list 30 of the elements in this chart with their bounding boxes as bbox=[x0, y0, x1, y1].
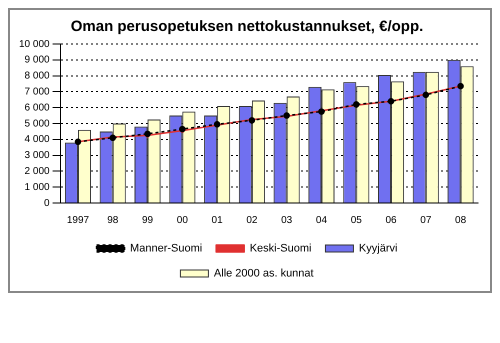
y-tick-label: 1 000 bbox=[24, 182, 50, 193]
x-tick-label: 02 bbox=[246, 214, 258, 226]
x-tick-label: 03 bbox=[281, 214, 293, 226]
y-tick-label: 7 000 bbox=[24, 86, 50, 98]
y-tick-label: 2 000 bbox=[24, 166, 50, 177]
y-tick-label: 0 bbox=[44, 198, 50, 209]
x-tick-label: 08 bbox=[455, 214, 467, 226]
chart-title: Oman perusopetuksen nettokustannukset, €/opp. bbox=[70, 18, 424, 36]
y-tick-label: 4 000 bbox=[24, 134, 50, 146]
x-tick-label: 99 bbox=[142, 214, 154, 226]
point bbox=[179, 126, 186, 132]
x-tick-label: 04 bbox=[316, 214, 328, 226]
legend-label: Manner-Suomi bbox=[130, 242, 202, 255]
legend-label: Kyyjärvi bbox=[358, 242, 398, 255]
point bbox=[144, 130, 151, 138]
y-tick-label: 5 000 bbox=[24, 118, 50, 130]
x-tick-label: 05 bbox=[350, 214, 362, 226]
x-tick-label: 07 bbox=[420, 214, 432, 226]
y-tick-label: 8 000 bbox=[24, 70, 50, 82]
x-tick-label: 98 bbox=[107, 214, 119, 226]
y-tick-label: 10 000 bbox=[18, 38, 50, 50]
y-tick-label: 3 000 bbox=[24, 150, 50, 162]
x-tick-label: 01 bbox=[212, 214, 224, 226]
y-tick-label: 6 000 bbox=[24, 102, 50, 114]
x-tick-label: 06 bbox=[385, 214, 398, 226]
x-tick-label: 00 bbox=[176, 214, 188, 226]
x-tick-label: 1997 bbox=[66, 214, 90, 226]
legend-label: Keski-Suomi bbox=[250, 242, 312, 255]
y-tick-label: 9 000 bbox=[24, 54, 50, 66]
legend-label: Alle 2000 as. kunnat bbox=[214, 268, 314, 280]
